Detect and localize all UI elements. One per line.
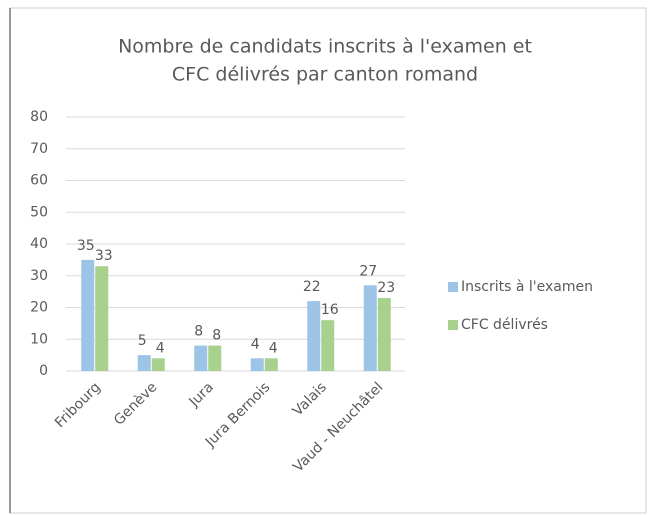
legend-label: CFC délivrés [461, 317, 548, 333]
y-tick-label: 40 [30, 236, 48, 252]
bar [307, 301, 321, 371]
data-label: 35 [77, 238, 95, 254]
legend-swatch [448, 320, 458, 330]
bar [194, 345, 208, 371]
bar [377, 297, 391, 371]
y-tick-label: 70 [30, 141, 48, 157]
y-tick-label: 10 [30, 331, 48, 347]
y-tick-label: 80 [30, 109, 48, 125]
data-label: 22 [303, 279, 321, 295]
bar [208, 345, 222, 371]
bar [95, 266, 109, 371]
y-tick-label: 60 [30, 173, 48, 189]
chart-title: CFC délivrés par canton romand [172, 64, 478, 86]
legend-label: Inscrits à l'examen [461, 279, 593, 295]
y-tick-label: 30 [30, 268, 48, 284]
data-label: 4 [269, 340, 278, 356]
bar [81, 259, 95, 371]
bar [363, 285, 377, 371]
data-label: 8 [212, 328, 221, 344]
y-tick-label: 50 [30, 204, 48, 220]
data-label: 23 [377, 280, 395, 296]
data-label: 8 [194, 324, 203, 340]
chart-title: Nombre de candidats inscrits à l'examen … [118, 36, 532, 58]
data-label: 27 [359, 263, 377, 279]
data-label: 5 [138, 333, 147, 349]
data-label: 16 [321, 302, 339, 318]
legend-swatch [448, 282, 458, 292]
y-tick-label: 0 [39, 363, 48, 379]
bar [250, 358, 264, 371]
data-label: 4 [251, 336, 260, 352]
bar [264, 358, 278, 371]
data-label: 4 [156, 340, 165, 356]
data-label: 33 [95, 248, 113, 264]
chart-frame [9, 7, 647, 514]
bar [137, 355, 151, 371]
bar [151, 358, 165, 371]
bar [321, 320, 335, 371]
y-tick-label: 20 [30, 300, 48, 316]
